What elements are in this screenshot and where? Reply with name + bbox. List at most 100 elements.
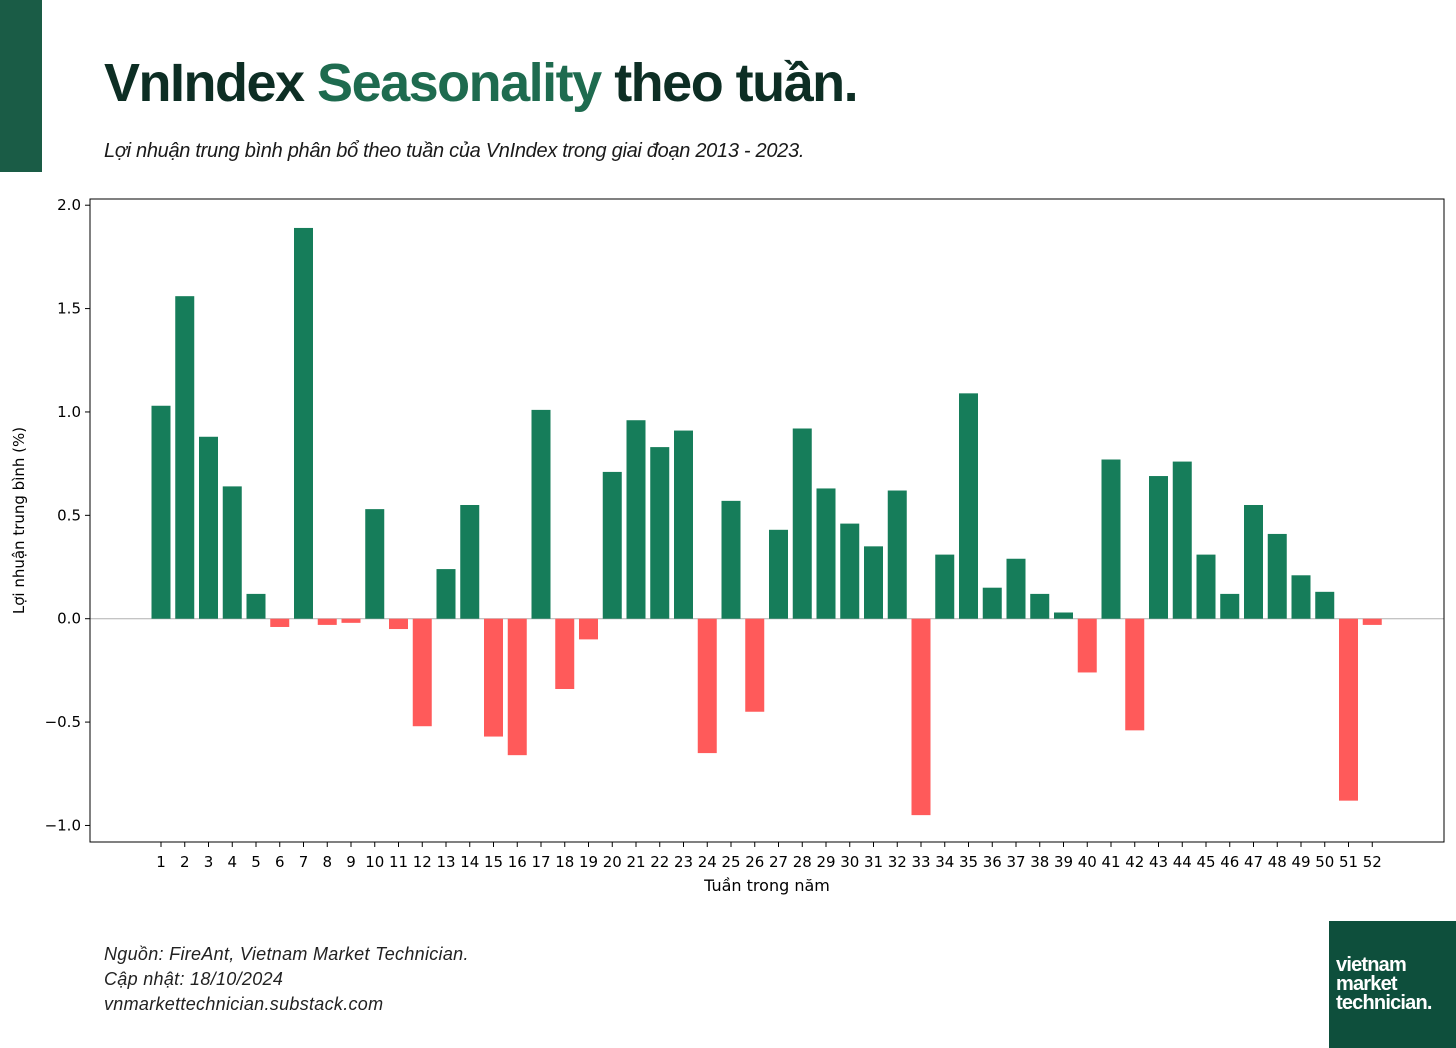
x-tick-label: 19 bbox=[579, 853, 598, 871]
x-tick-label: 43 bbox=[1149, 853, 1168, 871]
x-tick-label: 24 bbox=[698, 853, 717, 871]
bar-week-17 bbox=[531, 409, 551, 619]
bar-week-8 bbox=[317, 618, 337, 625]
x-tick-label: 4 bbox=[227, 853, 237, 871]
x-tick-label: 17 bbox=[531, 853, 550, 871]
bar-week-28 bbox=[792, 428, 812, 619]
x-tick-label: 37 bbox=[1006, 853, 1025, 871]
y-tick-label: 2.0 bbox=[57, 196, 81, 214]
x-tick-label: 16 bbox=[508, 853, 527, 871]
x-tick-label: 30 bbox=[840, 853, 859, 871]
x-tick-label: 42 bbox=[1125, 853, 1144, 871]
page-title: VnIndex Seasonality theo tuần. bbox=[104, 52, 859, 114]
y-tick-label: 1.0 bbox=[57, 403, 81, 421]
bar-week-23 bbox=[674, 430, 693, 619]
bar-week-13 bbox=[436, 569, 456, 619]
bar-week-3 bbox=[199, 436, 218, 619]
x-tick-label: 15 bbox=[484, 853, 503, 871]
bar-week-36 bbox=[982, 587, 1002, 619]
y-tick-label: 0.5 bbox=[57, 506, 81, 524]
bar-week-42 bbox=[1125, 618, 1145, 731]
bar-week-40 bbox=[1077, 618, 1097, 673]
bar-week-44 bbox=[1172, 461, 1192, 619]
bar-week-46 bbox=[1220, 593, 1240, 619]
x-tick-label: 6 bbox=[275, 853, 285, 871]
bar-week-2 bbox=[175, 296, 195, 619]
x-tick-label: 39 bbox=[1054, 853, 1073, 871]
y-tick-label: −1.0 bbox=[45, 816, 81, 834]
bar-week-43 bbox=[1149, 476, 1168, 619]
x-tick-label: 12 bbox=[413, 853, 432, 871]
bar-week-18 bbox=[555, 618, 575, 690]
page-subtitle: Lợi nhuận trung bình phân bổ theo tuần c… bbox=[104, 140, 805, 162]
bar-week-10 bbox=[365, 509, 385, 619]
bar-week-25 bbox=[721, 500, 741, 619]
bar-week-1 bbox=[151, 405, 171, 619]
x-tick-label: 34 bbox=[935, 853, 954, 871]
x-tick-label: 22 bbox=[650, 853, 669, 871]
bar-week-33 bbox=[911, 618, 931, 816]
logo-line-2: market bbox=[1336, 973, 1398, 995]
x-tick-label: 46 bbox=[1220, 853, 1239, 871]
bar-week-7 bbox=[294, 227, 313, 619]
title-accent: Seasonality bbox=[317, 53, 602, 113]
y-tick-label: −0.5 bbox=[45, 713, 81, 731]
bar-week-19 bbox=[579, 618, 598, 640]
bar-week-49 bbox=[1291, 575, 1311, 619]
footer-updated: Cập nhật: 18/10/2024 bbox=[104, 969, 284, 989]
x-tick-label: 41 bbox=[1101, 853, 1120, 871]
x-axis-label: Tuần trong năm bbox=[703, 876, 830, 895]
x-tick-label: 50 bbox=[1315, 853, 1334, 871]
x-tick-label: 25 bbox=[721, 853, 740, 871]
bar-week-12 bbox=[412, 618, 432, 727]
x-tick-label: 49 bbox=[1291, 853, 1310, 871]
x-tick-label: 20 bbox=[603, 853, 622, 871]
x-tick-label: 18 bbox=[555, 853, 574, 871]
corner-accent-block bbox=[0, 0, 42, 172]
bar-week-35 bbox=[959, 393, 978, 619]
title-part2: theo tuần. bbox=[600, 53, 858, 113]
x-tick-label: 23 bbox=[674, 853, 693, 871]
bar-week-34 bbox=[935, 554, 955, 619]
bar-week-4 bbox=[222, 486, 242, 619]
bar-week-48 bbox=[1267, 533, 1287, 619]
bar-week-29 bbox=[816, 488, 836, 619]
x-tick-label: 32 bbox=[888, 853, 907, 871]
bar-week-15 bbox=[484, 618, 503, 737]
y-axis-label: Lợi nhuận trung bình (%) bbox=[10, 427, 28, 614]
y-tick-label: 0.0 bbox=[57, 610, 81, 628]
x-tick-label: 8 bbox=[322, 853, 332, 871]
bar-week-50 bbox=[1315, 591, 1335, 619]
x-tick-label: 28 bbox=[793, 853, 812, 871]
x-tick-label: 44 bbox=[1173, 853, 1192, 871]
bar-week-20 bbox=[602, 471, 622, 619]
bar-week-38 bbox=[1030, 593, 1050, 619]
bar-week-47 bbox=[1244, 504, 1263, 619]
title-part1: VnIndex bbox=[104, 53, 318, 113]
x-tick-label: 47 bbox=[1244, 853, 1263, 871]
bar-week-5 bbox=[246, 593, 266, 619]
x-tick-label: 7 bbox=[299, 853, 309, 871]
footer-website: vnmarkettechnician.substack.com bbox=[104, 994, 384, 1014]
bar-week-31 bbox=[864, 546, 883, 619]
footer-source: Nguồn: FireAnt, Vietnam Market Technicia… bbox=[104, 944, 469, 964]
bar-week-11 bbox=[389, 618, 408, 630]
x-tick-label: 45 bbox=[1196, 853, 1215, 871]
x-tick-label: 21 bbox=[626, 853, 645, 871]
brand-logo: vietnam market technician. bbox=[1329, 921, 1456, 1048]
x-tick-label: 27 bbox=[769, 853, 788, 871]
x-tick-label: 5 bbox=[251, 853, 261, 871]
x-tick-label: 26 bbox=[745, 853, 764, 871]
x-tick-label: 48 bbox=[1268, 853, 1287, 871]
bar-week-32 bbox=[887, 490, 907, 619]
x-tick-label: 9 bbox=[346, 853, 356, 871]
x-tick-label: 35 bbox=[959, 853, 978, 871]
bar-week-14 bbox=[460, 504, 480, 619]
bar-week-6 bbox=[270, 618, 290, 627]
x-tick-label: 13 bbox=[436, 853, 455, 871]
footer-notes: Nguồn: FireAnt, Vietnam Market Technicia… bbox=[104, 942, 469, 1017]
x-tick-label: 36 bbox=[983, 853, 1002, 871]
bar-week-27 bbox=[769, 529, 788, 619]
y-tick-label: 1.5 bbox=[57, 300, 81, 318]
bar-week-30 bbox=[840, 523, 860, 619]
